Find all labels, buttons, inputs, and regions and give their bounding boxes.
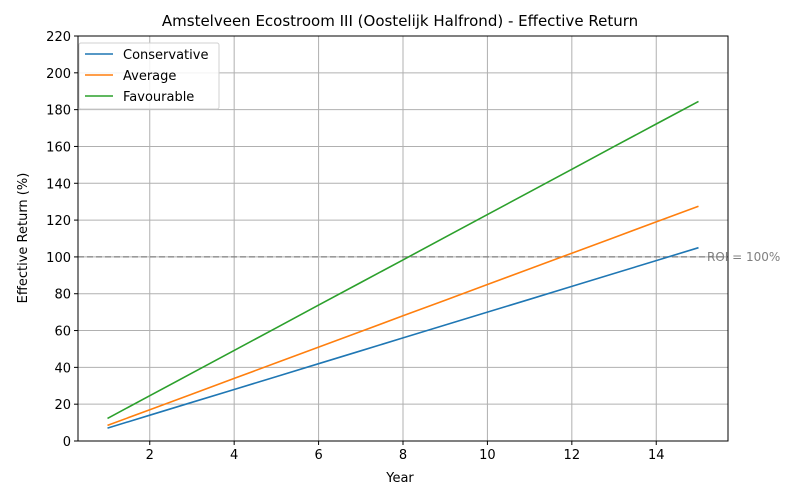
y-tick-label: 20: [54, 398, 71, 413]
y-axis-ticks: 0 20 40 60 80 100 120 140 160 180 200 220: [46, 30, 78, 450]
x-tick-label: 14: [648, 448, 665, 463]
x-axis-ticks: 2 4 6 8 10 12 14: [146, 441, 665, 463]
x-tick-label: 4: [230, 448, 238, 463]
x-tick-label: 12: [564, 448, 581, 463]
y-tick-label: 160: [46, 140, 71, 155]
y-tick-label: 0: [63, 435, 71, 450]
reference-line-label: ROI = 100%: [707, 250, 780, 264]
series-group: [107, 100, 699, 429]
series-line-average: [107, 205, 699, 427]
reference-line-group: ROI = 100%: [78, 250, 780, 264]
y-tick-label: 120: [46, 214, 71, 229]
y-tick-label: 200: [46, 67, 71, 82]
y-tick-label: 40: [54, 361, 71, 376]
legend-box: [78, 42, 220, 110]
x-axis-label: Year: [385, 471, 414, 486]
y-tick-label: 220: [46, 30, 71, 45]
y-tick-label: 100: [46, 251, 71, 266]
series-line-conservative: [107, 246, 699, 429]
legend-label-average: Average: [123, 69, 176, 84]
y-tick-label: 60: [54, 325, 71, 340]
y-tick-label: 80: [54, 288, 71, 303]
series-line-favourable: [107, 100, 699, 420]
y-tick-label: 180: [46, 104, 71, 119]
x-tick-label: 2: [146, 448, 154, 463]
x-tick-label: 8: [399, 448, 407, 463]
x-tick-label: 10: [479, 448, 496, 463]
chart-title: Amstelveen Ecostroom III (Oostelijk Half…: [162, 12, 638, 30]
legend: Conservative Average Favourable: [78, 42, 220, 110]
legend-label-conservative: Conservative: [123, 48, 208, 63]
legend-label-favourable: Favourable: [123, 90, 194, 105]
y-tick-label: 140: [46, 177, 71, 192]
x-tick-label: 6: [314, 448, 322, 463]
y-axis-label: Effective Return (%): [16, 173, 31, 304]
